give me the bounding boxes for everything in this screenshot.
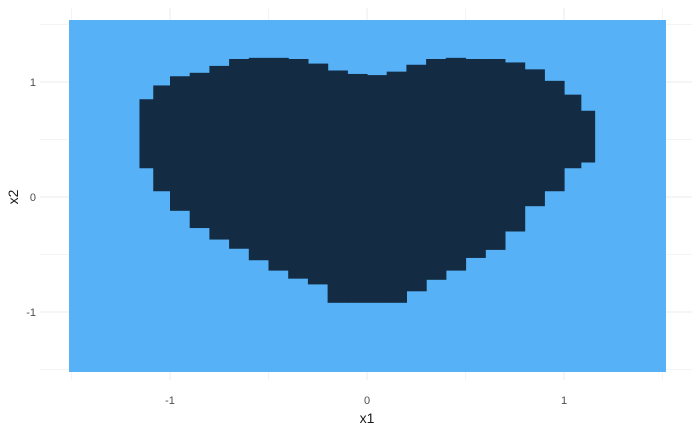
heart-cell — [524, 69, 545, 207]
heart-cell — [248, 57, 270, 261]
heart-cell — [327, 70, 348, 303]
heart-cell — [445, 57, 467, 271]
heart-cell — [229, 59, 250, 249]
heart-cell — [209, 65, 230, 240]
y-tick-label: 1 — [30, 77, 36, 89]
heart-cell — [564, 94, 582, 169]
heart-cell — [504, 62, 526, 232]
heart-cell — [544, 80, 565, 192]
heart-cell — [465, 59, 486, 258]
heart-cell — [367, 75, 388, 303]
heart-cell — [307, 63, 329, 285]
heart-cell — [347, 73, 368, 303]
heart-cell — [153, 85, 171, 192]
heart-cell — [580, 110, 596, 163]
x-tick-label: -1 — [165, 395, 175, 407]
heart-cell — [139, 99, 154, 169]
x-axis-title: x1 — [360, 410, 375, 426]
heart-cell — [485, 59, 506, 250]
heart-cell — [426, 59, 447, 280]
y-axis-title: x2 — [5, 189, 21, 204]
heart-cell — [288, 59, 309, 279]
y-tick-label: 0 — [30, 192, 36, 204]
heart-cell — [189, 72, 210, 229]
x-tick-label: 0 — [364, 395, 370, 407]
heart-cell — [406, 64, 427, 292]
heart-class-region — [139, 57, 596, 303]
y-tick-label: -1 — [26, 307, 36, 319]
y-axis-ticks: -1 0 1 — [26, 77, 36, 319]
heart-cell — [268, 57, 289, 271]
x-tick-label: 1 — [561, 395, 567, 407]
x-axis-ticks: -1 0 1 — [165, 395, 567, 407]
heart-cell — [170, 76, 191, 211]
heart-cell — [386, 71, 407, 303]
